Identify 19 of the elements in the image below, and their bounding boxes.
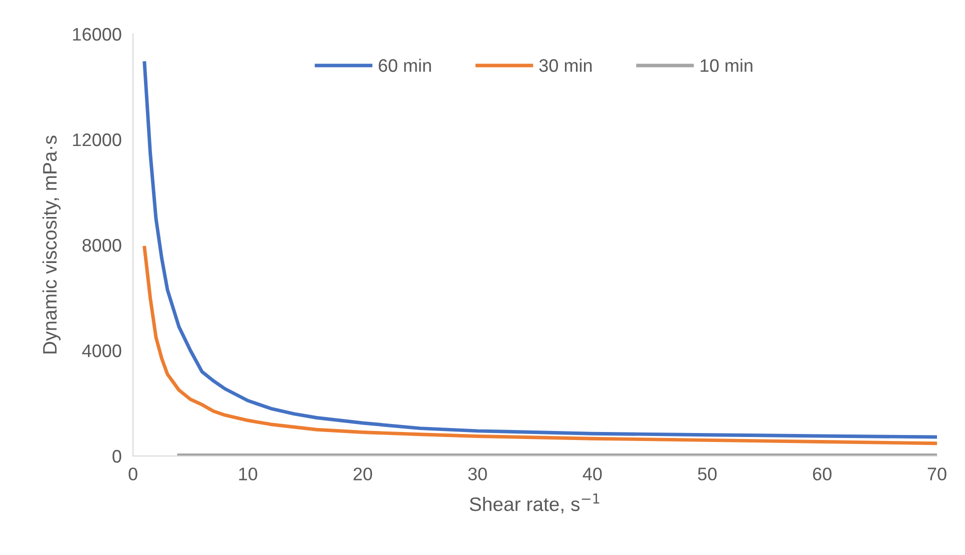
x-tick-label: 50: [698, 468, 717, 480]
x-tick-label: 40: [582, 468, 602, 480]
y-tick-label: 16000: [73, 28, 122, 41]
x-tick-label: 20: [354, 468, 372, 480]
legend-label: 30 min: [539, 58, 592, 72]
line-series: [142, 246, 937, 446]
y-tick-label: 0: [112, 450, 122, 463]
x-tick-label: 70: [928, 468, 946, 480]
x-tick-label: 0: [128, 468, 138, 480]
y-axis-title: Dynamic viscosity, mPa·s: [42, 136, 61, 354]
x-axis-title: Shear rate, s$^{−1}$: [470, 494, 600, 514]
legend-label: 60 min: [378, 58, 431, 72]
legend-label: 10 min: [700, 58, 752, 72]
y-tick-label: 12000: [73, 133, 122, 146]
x-tick-label: 10: [239, 468, 258, 480]
x-tick-label: 30: [468, 468, 487, 480]
y-tick-label: 8000: [82, 238, 122, 252]
y-tick-label: 4000: [82, 344, 122, 358]
x-tick-label: 60: [813, 468, 832, 480]
